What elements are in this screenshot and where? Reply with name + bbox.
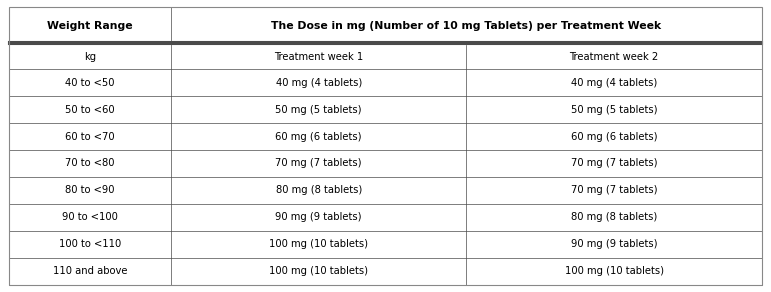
Text: Treatment week 1: Treatment week 1 [274,52,363,62]
Text: 50 mg (5 tablets): 50 mg (5 tablets) [571,105,658,114]
Text: 60 mg (6 tablets): 60 mg (6 tablets) [275,131,362,142]
Text: 70 to <80: 70 to <80 [66,159,115,168]
Text: 40 to <50: 40 to <50 [66,78,115,88]
Text: 50 mg (5 tablets): 50 mg (5 tablets) [275,105,362,114]
Text: 100 mg (10 tablets): 100 mg (10 tablets) [564,266,664,276]
Text: 70 mg (7 tablets): 70 mg (7 tablets) [275,159,362,168]
Text: 40 mg (4 tablets): 40 mg (4 tablets) [571,78,657,88]
Text: The Dose in mg (Number of 10 mg Tablets) per Treatment Week: The Dose in mg (Number of 10 mg Tablets)… [271,21,662,31]
Text: 100 mg (10 tablets): 100 mg (10 tablets) [269,239,369,249]
Text: 80 mg (8 tablets): 80 mg (8 tablets) [571,212,657,222]
Text: 70 mg (7 tablets): 70 mg (7 tablets) [571,185,658,195]
Text: 50 to <60: 50 to <60 [66,105,115,114]
Text: 40 mg (4 tablets): 40 mg (4 tablets) [275,78,362,88]
Text: 60 to <70: 60 to <70 [66,131,115,142]
Text: Weight Range: Weight Range [47,21,133,31]
Text: 80 mg (8 tablets): 80 mg (8 tablets) [275,185,362,195]
Text: kg: kg [84,52,96,62]
Text: 100 mg (10 tablets): 100 mg (10 tablets) [269,266,369,276]
Text: 110 and above: 110 and above [53,266,127,276]
Text: 90 mg (9 tablets): 90 mg (9 tablets) [571,239,658,249]
Text: 80 to <90: 80 to <90 [66,185,115,195]
Text: 90 to <100: 90 to <100 [62,212,118,222]
Text: 100 to <110: 100 to <110 [59,239,121,249]
Text: 70 mg (7 tablets): 70 mg (7 tablets) [571,159,658,168]
Text: 90 mg (9 tablets): 90 mg (9 tablets) [275,212,362,222]
Text: 60 mg (6 tablets): 60 mg (6 tablets) [571,131,658,142]
Text: Treatment week 2: Treatment week 2 [570,52,658,62]
